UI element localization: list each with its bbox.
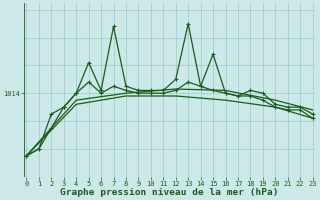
X-axis label: Graphe pression niveau de la mer (hPa): Graphe pression niveau de la mer (hPa) <box>60 188 279 197</box>
